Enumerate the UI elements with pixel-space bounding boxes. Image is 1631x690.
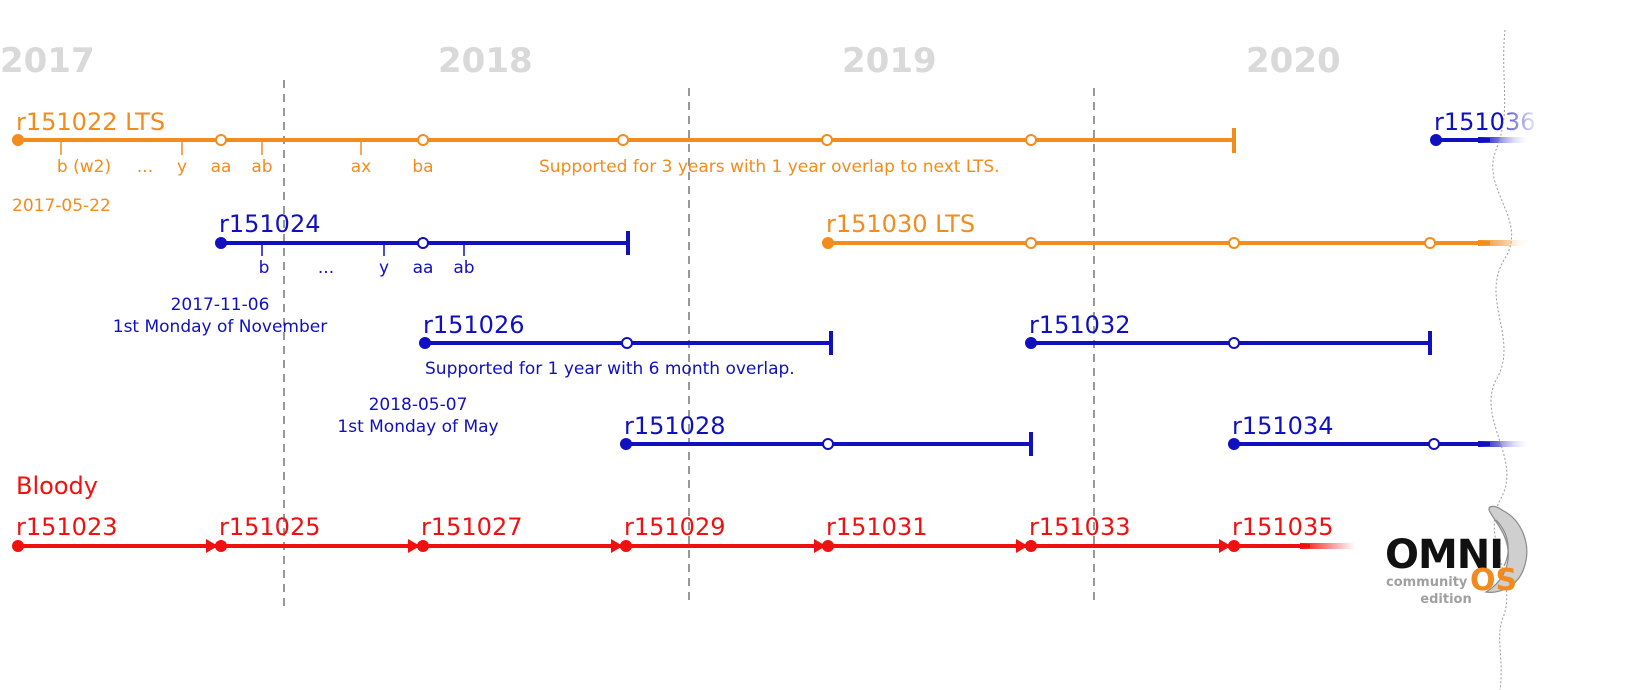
r151032-milestone-dot [1228, 337, 1240, 349]
year-2018-label: 2018 [438, 41, 533, 81]
torn-edge-line [1490, 29, 1513, 690]
r151032-label: r151032 [1029, 311, 1130, 339]
r151022-tick-label: ... [137, 157, 153, 177]
r151030-support-fade [1478, 240, 1528, 246]
bloody-release-label: r151023 [16, 513, 117, 541]
r151024-tick-label: aa [413, 258, 434, 278]
r151026-release-date: 2018-05-07 [369, 395, 468, 415]
r151026-milestone-dot [621, 337, 633, 349]
r151024-tick-label: ... [318, 258, 334, 278]
omnios-logo-os: OS [1470, 563, 1517, 598]
r151024-tick-label: b [259, 258, 270, 278]
r151026-release-dot [419, 337, 431, 349]
r151022-milestone-dot [617, 134, 629, 146]
r151024-release-dot [215, 237, 227, 249]
r151022-label: r151022 LTS [16, 108, 165, 136]
bloody-track: Bloody r151023 r151025 r151027 r151029 r… [12, 472, 1355, 553]
bloody-release-dot [417, 540, 429, 552]
bloody-arrow [1219, 539, 1231, 553]
bloody-arrow [408, 539, 420, 553]
r151036-release-dot [1430, 134, 1442, 146]
r151022-milestone-dot [1025, 134, 1037, 146]
r151022-tick-label: ba [412, 157, 433, 177]
r151034-release-dot [1228, 438, 1240, 450]
r151024-tick-label: y [379, 258, 389, 278]
bloody-release-dot [822, 540, 834, 552]
r151024-milestone-dot [417, 237, 429, 249]
r151030-label: r151030 LTS [826, 210, 975, 238]
omnios-flame-icon [1484, 505, 1528, 593]
release-r151032: r151032 [1025, 311, 1432, 355]
release-r151022-lts: r151022 LTS b (w2) ... y aa ab ax ba Sup… [12, 108, 1236, 216]
bloody-release-label: r151025 [219, 513, 320, 541]
r151032-release-dot [1025, 337, 1037, 349]
r151022-milestone-dot [821, 134, 833, 146]
r151028-release-dot [620, 438, 632, 450]
r151022-tick-label: aa [211, 157, 232, 177]
torn-edge-cutoff [1490, 0, 1631, 690]
r151022-milestone-dot [417, 134, 429, 146]
r151022-release-dot [12, 134, 24, 146]
year-dividers [283, 80, 1095, 612]
release-r151024: r151024 b ... y aa ab 2017-11-06 1st Mon… [113, 210, 630, 337]
bloody-arrow [611, 539, 623, 553]
bloody-arrow [814, 539, 826, 553]
r151026-support-note: Supported for 1 year with 6 month overla… [425, 359, 795, 379]
r151030-milestone-dot [1228, 237, 1240, 249]
year-2020-label: 2020 [1246, 41, 1341, 81]
r151024-date-note: 1st Monday of November [113, 317, 327, 337]
omnios-logo-main: OMNI [1385, 532, 1503, 578]
bloody-release-dot [1228, 540, 1240, 552]
torn-edge-fade [1490, 0, 1631, 690]
bloody-release-label: r151035 [1232, 513, 1333, 541]
release-r151026: r151026 Supported for 1 year with 6 mont… [337, 311, 833, 437]
bloody-title: Bloody [16, 472, 98, 500]
bloody-arrow [1016, 539, 1028, 553]
bloody-release-label: r151027 [421, 513, 522, 541]
bloody-arrow [206, 539, 218, 553]
bloody-release-dot [620, 540, 632, 552]
release-r151034: r151034 [1228, 412, 1528, 450]
r151026-label: r151026 [423, 311, 524, 339]
omnios-logo: OMNI OS community edition [1385, 505, 1528, 607]
r151022-tick-label: ab [251, 157, 272, 177]
r151022-release-date: 2017-05-22 [12, 196, 111, 216]
bloody-release-label: r151033 [1029, 513, 1130, 541]
r151030-milestone-dot [1025, 237, 1037, 249]
r151022-tick-label: ax [351, 157, 371, 177]
r151022-milestone-dot [215, 134, 227, 146]
r151024-label: r151024 [219, 210, 320, 238]
omnios-flame-detail [1495, 519, 1509, 567]
bloody-release-dot [215, 540, 227, 552]
r151030-milestone-dot [1424, 237, 1436, 249]
r151024-tick-label: ab [453, 258, 474, 278]
r151030-release-dot [822, 237, 834, 249]
bloody-release-dot [1025, 540, 1037, 552]
year-2019-label: 2019 [842, 41, 937, 81]
omnios-logo-community: community [1386, 575, 1468, 590]
r151024-release-date: 2017-11-06 [171, 295, 270, 315]
bloody-release-label: r151031 [826, 513, 927, 541]
r151026-date-note: 1st Monday of May [337, 417, 498, 437]
omnios-logo-edition: edition [1420, 592, 1471, 607]
r151028-label: r151028 [624, 412, 725, 440]
r151022-tick-label: y [177, 157, 187, 177]
bloody-release-label: r151029 [624, 513, 725, 541]
bloody-timeline-fade [1300, 543, 1355, 549]
release-r151030-lts: r151030 LTS [822, 210, 1528, 249]
r151034-milestone-dot [1428, 438, 1440, 450]
r151034-label: r151034 [1232, 412, 1333, 440]
release-r151028: r151028 [620, 412, 1033, 456]
r151022-support-note: Supported for 3 years with 1 year overla… [539, 157, 1000, 177]
r151028-milestone-dot [822, 438, 834, 450]
r151022-tick-label: b (w2) [57, 157, 111, 177]
bloody-release-dot [12, 540, 24, 552]
year-2017-label: 2017 [0, 41, 95, 81]
